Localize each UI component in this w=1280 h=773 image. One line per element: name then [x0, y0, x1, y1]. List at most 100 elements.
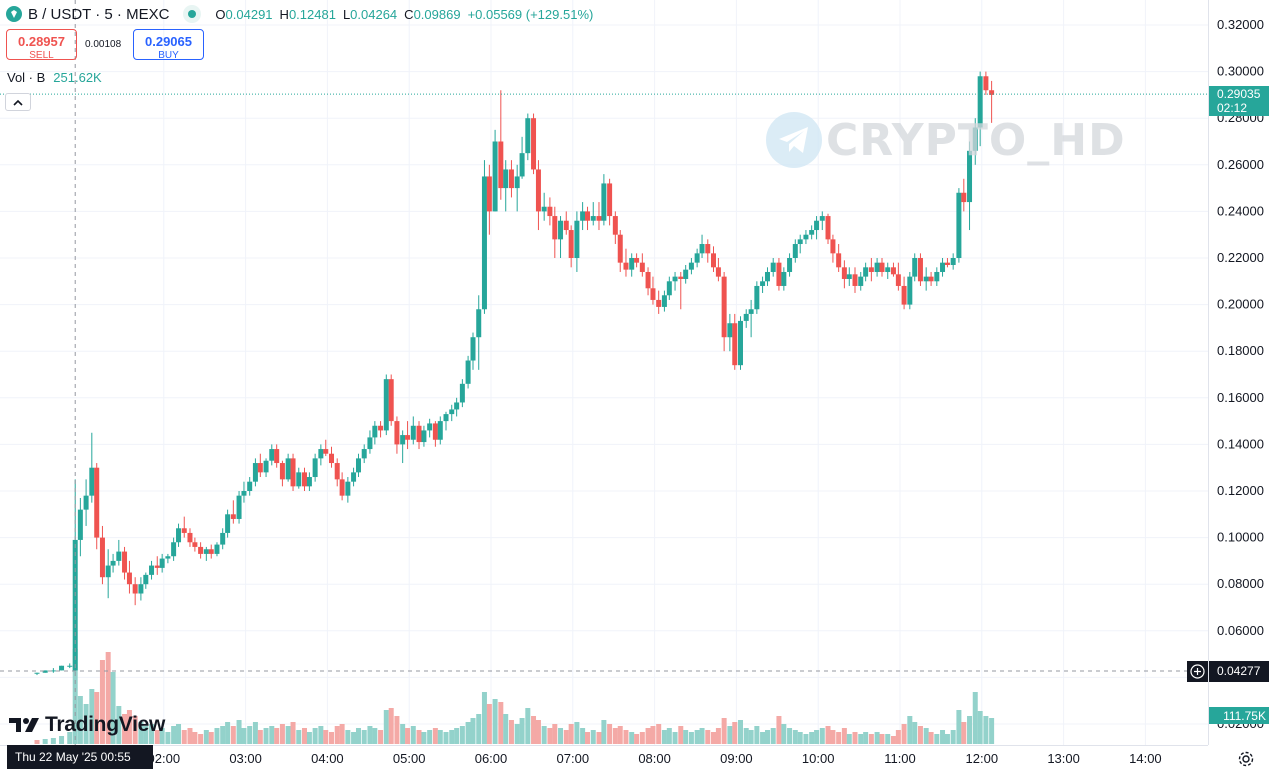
candle-body	[678, 276, 684, 279]
tradingview-logo[interactable]: TradingView	[9, 713, 165, 737]
candle-body	[208, 549, 214, 554]
candle-body	[416, 425, 422, 443]
volume-bar	[388, 708, 394, 744]
volume-bar	[394, 716, 400, 744]
candle-body	[296, 472, 302, 487]
add-alert-button[interactable]	[1187, 661, 1208, 682]
candle-body	[187, 532, 193, 543]
volume-legend[interactable]: Vol · B 251.62K	[7, 70, 102, 85]
volume-bar	[895, 730, 901, 744]
volume-bar	[764, 730, 770, 744]
volume-bar	[187, 728, 193, 744]
market-status-icon[interactable]	[183, 5, 202, 23]
candle-body	[203, 549, 209, 554]
candle-body	[770, 262, 776, 272]
candle-body	[334, 463, 340, 480]
volume-bar	[531, 716, 537, 744]
volume-bar	[59, 736, 65, 744]
candle-body	[410, 425, 416, 440]
sell-button[interactable]: 0.28957 SELL	[6, 29, 77, 61]
volume-bar	[977, 711, 983, 744]
candle-body	[42, 670, 48, 673]
volume-bar	[241, 728, 247, 744]
volume-bar	[138, 722, 144, 744]
volume-bar	[754, 726, 760, 744]
volume-bar	[885, 734, 891, 744]
candle-body	[563, 220, 569, 231]
volume-bar	[192, 732, 198, 744]
candle-body	[89, 467, 95, 496]
candle-body	[454, 402, 460, 410]
candle-body	[236, 495, 242, 519]
candle-body	[225, 514, 231, 533]
candle-body	[721, 276, 727, 338]
volume-bar	[601, 720, 607, 744]
volume-bar	[547, 728, 553, 744]
volume-bar	[279, 724, 285, 744]
volume-bar	[552, 724, 558, 744]
candle-body	[323, 449, 329, 454]
candle-body	[639, 262, 645, 272]
ohlc-low: L0.04264	[342, 6, 398, 22]
volume-bar	[989, 718, 995, 744]
candle-body	[279, 463, 285, 480]
candle-body	[846, 274, 852, 279]
volume-bar	[432, 728, 438, 744]
volume-bar	[372, 728, 378, 744]
candle-body	[290, 458, 296, 487]
candle-body	[77, 509, 83, 540]
candle-body	[159, 558, 165, 568]
candle-body	[519, 153, 525, 177]
candle-body	[361, 449, 367, 459]
volume-bar	[351, 732, 357, 744]
volume-bar	[94, 692, 100, 744]
candle-body	[912, 258, 918, 277]
volume-bar	[345, 730, 351, 744]
candle-body	[748, 309, 754, 314]
y-tick-label: 0.26000	[1217, 157, 1264, 172]
candle-body	[634, 258, 640, 263]
volume-bar	[661, 730, 667, 744]
candle-body	[449, 409, 455, 415]
volume-bar	[42, 739, 48, 744]
candle-body	[803, 234, 809, 240]
volume-bar	[639, 732, 645, 744]
buy-button[interactable]: 0.29065 BUY	[133, 29, 204, 61]
volume-bar	[967, 716, 973, 744]
candle-body	[525, 118, 531, 154]
candle-body	[421, 430, 427, 443]
volume-bar	[400, 724, 406, 744]
y-tick-label: 0.20000	[1217, 297, 1264, 312]
volume-bar	[323, 730, 329, 744]
chart-settings-button[interactable]	[1237, 750, 1255, 768]
candle-body	[328, 453, 334, 464]
candle-body	[688, 262, 694, 270]
collapse-legend-button[interactable]	[5, 93, 31, 111]
volume-bar	[236, 720, 242, 744]
gear-icon	[1238, 751, 1254, 767]
volume-bar	[760, 732, 766, 744]
volume-bar	[836, 732, 842, 744]
volume-bar	[476, 714, 482, 744]
candle-body	[470, 337, 476, 361]
candle-body	[732, 323, 738, 366]
tradingview-logo-text: TradingView	[45, 713, 166, 736]
candle-body	[394, 421, 400, 445]
volume-bar	[590, 730, 596, 744]
candle-body	[852, 274, 858, 286]
candle-body	[923, 276, 929, 282]
volume-bar	[705, 730, 711, 744]
candle-body	[241, 491, 247, 496]
spread-value: 0.00108	[85, 39, 122, 50]
candle-body	[388, 379, 394, 422]
symbol-title[interactable]: B / USDT · 5 · MEXC	[28, 5, 170, 23]
volume-bar	[154, 730, 160, 744]
volume-bar	[470, 718, 476, 744]
candle-body	[285, 458, 291, 480]
candle-body	[841, 267, 847, 279]
exchange-logo-icon	[6, 6, 22, 22]
candle-body	[318, 449, 324, 459]
volume-bar	[296, 730, 302, 744]
crosshair-price-label: 0.04277	[1209, 661, 1269, 682]
